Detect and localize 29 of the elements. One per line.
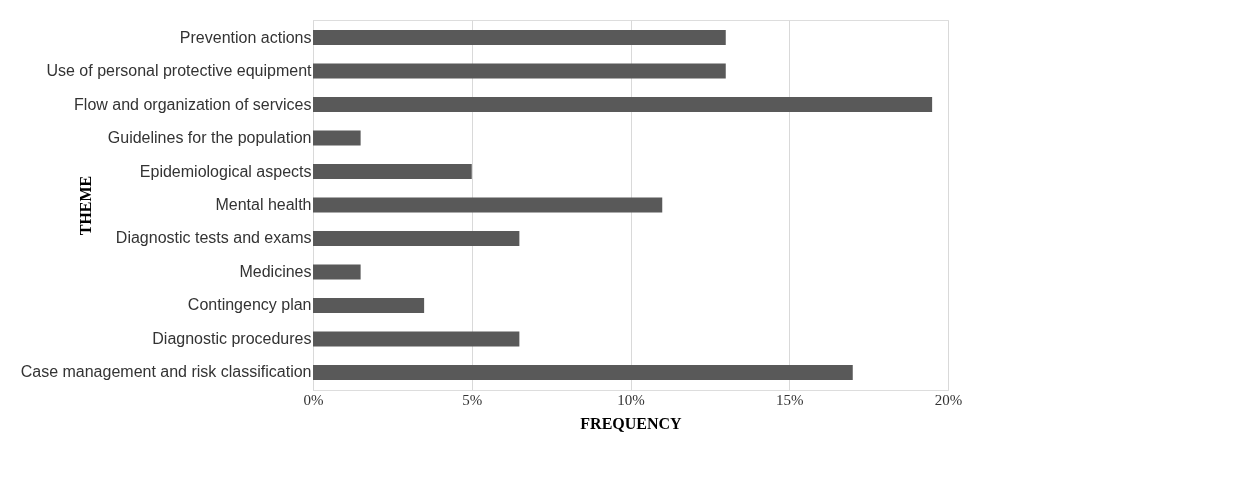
bar — [313, 331, 520, 347]
bar — [313, 364, 853, 380]
x-tick-label: 10% — [617, 391, 645, 408]
y-tick-label: Contingency plan — [187, 296, 312, 314]
bar — [313, 63, 726, 79]
x-axis-title: FREQUENCY — [580, 414, 683, 432]
bar — [313, 297, 425, 313]
y-tick-label: Diagnostic procedures — [152, 329, 312, 347]
y-tick-label: Flow and organization of services — [74, 95, 312, 113]
bar — [313, 264, 361, 280]
y-tick-label: Diagnostic tests and exams — [115, 229, 312, 247]
bar — [313, 30, 726, 46]
bar — [313, 97, 933, 113]
x-tick-label: 5% — [462, 391, 483, 408]
y-axis-title: THEME — [76, 175, 94, 236]
x-tick-label: 20% — [934, 391, 963, 408]
bar — [313, 130, 361, 146]
y-tick-label: Epidemiological aspects — [139, 162, 312, 180]
y-tick-label: Case management and risk classification — [20, 363, 312, 381]
y-tick-label: Use of personal protective equipment — [46, 62, 313, 80]
y-tick-label: Guidelines for the population — [107, 129, 312, 147]
x-tick-label: 0% — [303, 391, 324, 408]
bar — [313, 197, 663, 213]
bar — [313, 230, 520, 247]
x-tick-label: 15% — [776, 391, 804, 408]
y-tick-label: Medicines — [239, 262, 312, 280]
bar — [313, 163, 472, 180]
y-tick-label: Mental health — [215, 196, 312, 213]
y-tick-label: Prevention actions — [179, 28, 312, 46]
